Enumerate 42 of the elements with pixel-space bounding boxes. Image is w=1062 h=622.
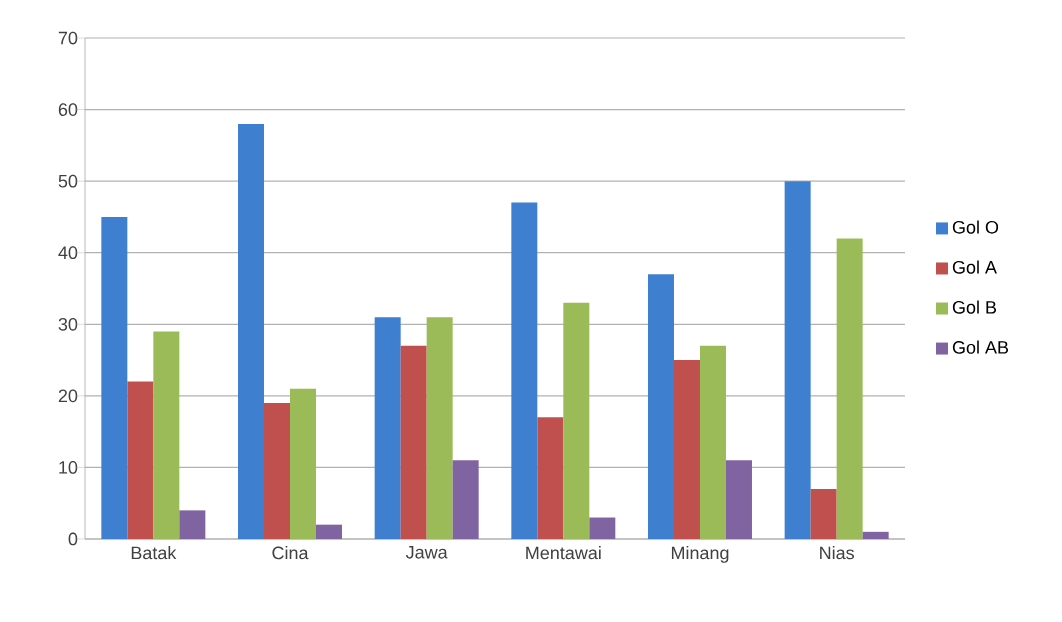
bar <box>290 388 316 539</box>
bar <box>537 417 564 539</box>
x-tick-label: Jawa <box>405 546 448 559</box>
bar <box>563 302 590 539</box>
bar <box>725 460 752 539</box>
y-tick-label: 70 <box>58 31 78 45</box>
x-tick-label: Minang <box>671 546 729 563</box>
y-tick-label: 30 <box>58 317 78 331</box>
x-tick-label: Mentawai <box>526 546 601 560</box>
bar <box>238 123 265 539</box>
bar <box>127 381 154 539</box>
bar <box>179 510 206 539</box>
bar <box>153 331 180 539</box>
bar <box>374 317 401 539</box>
bar <box>589 517 616 539</box>
legend-label: Gol B <box>952 300 997 314</box>
x-tick-label: Batak <box>131 546 177 560</box>
bar <box>101 216 128 539</box>
bar <box>511 202 538 539</box>
x-tick-label: Nias <box>820 546 854 560</box>
bar <box>810 488 837 539</box>
bar <box>264 403 290 539</box>
y-tick-label: 20 <box>58 389 78 403</box>
bar <box>647 274 674 539</box>
legend-label: Gol A <box>952 260 997 274</box>
y-tick-label: 40 <box>58 246 78 260</box>
bar <box>426 317 453 539</box>
x-tick-label: Cina <box>272 546 309 560</box>
bar <box>316 524 343 539</box>
bar <box>784 181 811 539</box>
y-tick-label: 0 <box>68 532 78 546</box>
y-tick-label: 60 <box>58 103 78 116</box>
bar <box>452 460 479 539</box>
bar <box>400 345 427 539</box>
y-tick-label: 50 <box>58 174 78 188</box>
bar <box>673 360 700 539</box>
legend-label: Gol O <box>952 220 999 234</box>
bar <box>699 345 726 539</box>
y-tick-label: 10 <box>59 461 78 474</box>
bar <box>862 531 889 539</box>
bar <box>836 238 863 539</box>
legend-label: Gol AB <box>952 340 1009 354</box>
